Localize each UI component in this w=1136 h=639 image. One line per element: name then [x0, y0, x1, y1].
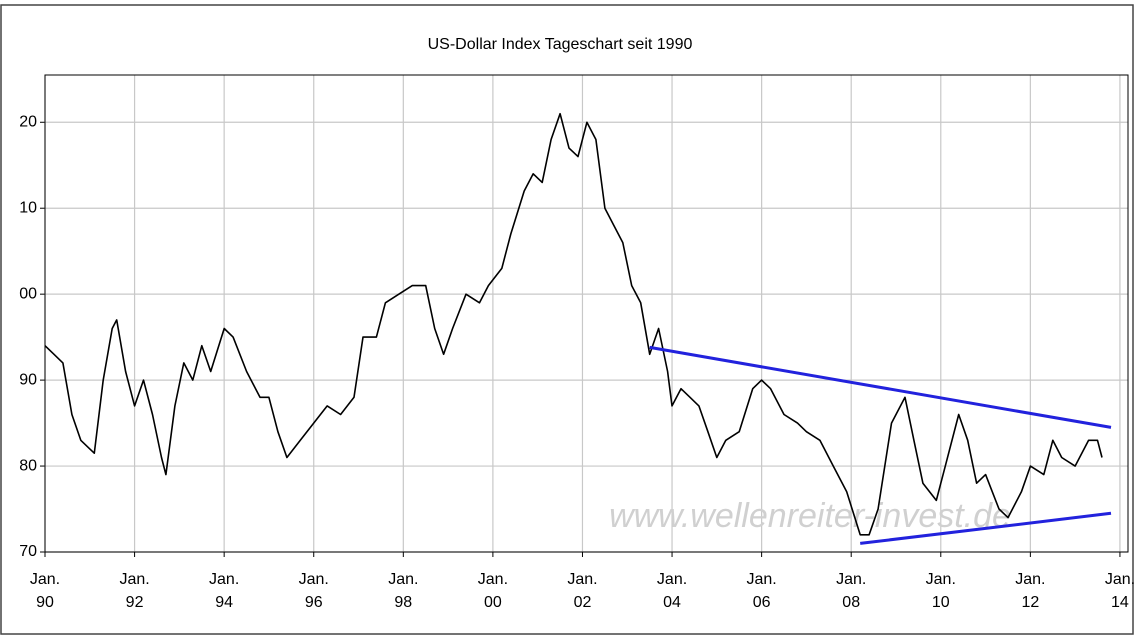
x-tick-label: Jan. 90 — [29, 571, 61, 611]
trend-line — [860, 511, 1112, 545]
x-tick-label: Jan. 96 — [298, 571, 329, 611]
x-tick-label: Jan. 10 — [925, 571, 956, 611]
chart-title: US-Dollar Index Tageschart seit 1990 — [428, 36, 693, 53]
x-tick-label: Jan. 00 — [477, 571, 509, 611]
y-tick-label: 70 — [19, 543, 37, 560]
x-tick-label: Jan. 92 — [119, 571, 150, 611]
x-tick-label: Jan. 94 — [209, 571, 240, 611]
y-tick-label: 10 — [19, 199, 37, 216]
y-tick-label: 20 — [19, 113, 37, 130]
x-tick-label: Jan. 02 — [567, 571, 598, 611]
x-tick-label: Jan. 06 — [746, 571, 777, 611]
y-tick-label: 80 — [19, 457, 37, 474]
x-tick-label: Jan. 08 — [836, 571, 867, 611]
data-line — [44, 112, 1103, 536]
plot-frame — [44, 74, 1129, 553]
x-tick-label: Jan. 14 — [1104, 571, 1136, 611]
watermark: www.wellenreiter-invest.de — [609, 497, 1011, 535]
x-tick-label: Jan. 12 — [1015, 571, 1046, 611]
y-tick-label: 00 — [19, 285, 37, 302]
y-tick-label: 90 — [19, 371, 37, 388]
x-tick-label: Jan. 98 — [388, 571, 419, 611]
chart-frame — [0, 4, 1134, 635]
trend-line — [649, 345, 1112, 429]
x-tick-label: Jan. 04 — [656, 571, 688, 611]
